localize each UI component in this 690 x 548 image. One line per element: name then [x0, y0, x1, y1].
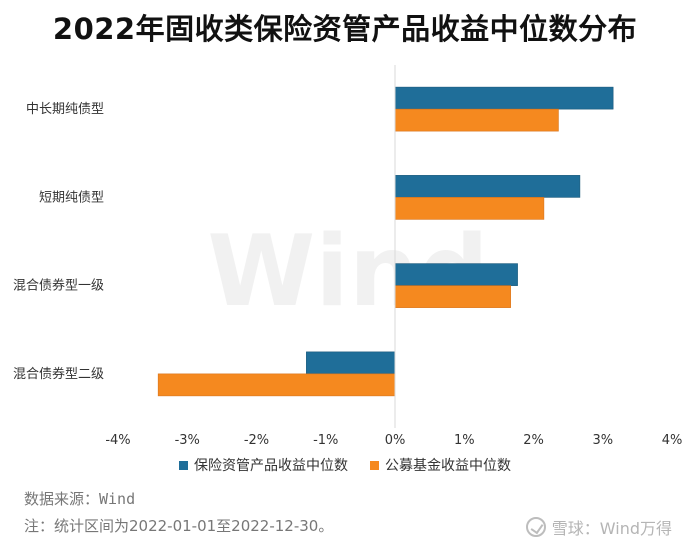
x-tick-label-2: -2% — [244, 433, 269, 448]
category-label-3: 混合债券型二级 — [13, 366, 104, 382]
category-label-2: 混合债券型一级 — [13, 278, 104, 294]
category-label-1: 短期纯债型 — [39, 190, 104, 205]
legend: 保险资管产品收益中位数 公募基金收益中位数 — [0, 455, 690, 475]
x-tick-label-6: 2% — [523, 433, 544, 448]
bar-mutual-fund-3 — [157, 373, 396, 397]
brand-credit: 雪球：Wind万得 — [525, 515, 672, 539]
bar-insurance-3 — [306, 351, 396, 375]
bar-mutual-fund-0 — [394, 108, 559, 132]
brand-text: 雪球：Wind万得 — [551, 519, 672, 538]
footnote: 注：统计区间为2022-01-01至2022-12-30。 — [24, 517, 334, 535]
x-tick-label-4: 0% — [385, 433, 406, 448]
legend-label-mutual-fund: 公募基金收益中位数 — [385, 458, 511, 474]
x-tick-label-7: 3% — [592, 433, 613, 448]
category-label-0: 中长期纯债型 — [26, 102, 104, 117]
x-tick-label-5: 1% — [454, 433, 475, 448]
legend-item-insurance: 保险资管产品收益中位数 — [179, 455, 348, 475]
legend-label-insurance: 保险资管产品收益中位数 — [194, 458, 348, 474]
data-source: 数据来源：Wind — [24, 490, 136, 508]
x-tick-label-1: -3% — [175, 433, 200, 448]
legend-swatch-mutual-fund — [370, 460, 379, 470]
chart-title: 2022年固收类保险资管产品收益中位数分布 — [52, 12, 638, 46]
bar-insurance-0 — [394, 86, 614, 110]
bar-mutual-fund-1 — [394, 197, 545, 220]
x-tick-label-0: -4% — [105, 433, 130, 448]
legend-item-mutual-fund: 公募基金收益中位数 — [370, 455, 511, 475]
x-tick-label-8: 4% — [662, 433, 683, 448]
bar-mutual-fund-2 — [394, 285, 511, 308]
x-tick-label-3: -1% — [313, 433, 338, 448]
legend-swatch-insurance — [179, 460, 188, 470]
bar-insurance-1 — [394, 175, 581, 198]
bar-insurance-2 — [394, 263, 518, 286]
snowball-logo-icon — [525, 517, 546, 537]
